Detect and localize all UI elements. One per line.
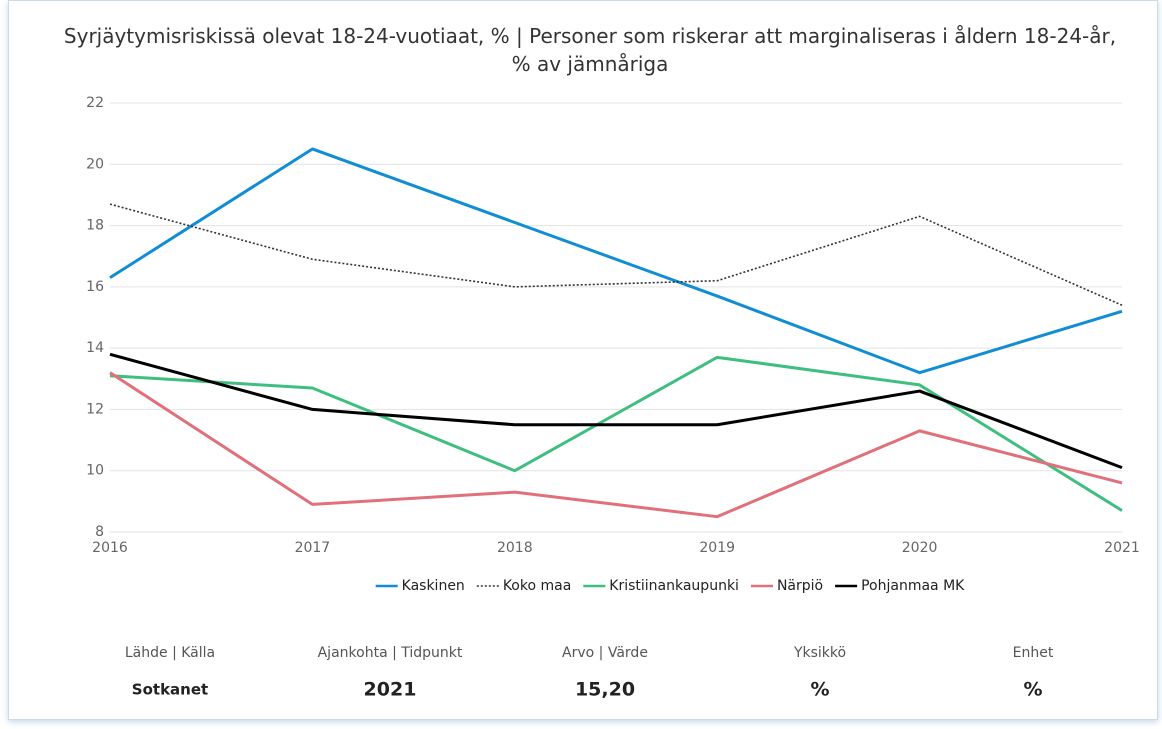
summary-value: 2021 <box>364 679 417 701</box>
x-tick-label: 2017 <box>295 540 331 556</box>
summary-value: Sotkanet <box>132 681 208 699</box>
legend-label: Närpiö <box>777 578 823 594</box>
legend-label: Kristiinankaupunki <box>609 578 739 594</box>
summary-header: Enhet <box>1013 645 1054 661</box>
line-series <box>109 352 1123 470</box>
y-tick-label: 16 <box>86 279 104 295</box>
summary-header: Arvo | Värde <box>562 645 648 661</box>
summary-header: Lähde | Källa <box>125 645 215 661</box>
legend-label: Koko maa <box>503 578 571 594</box>
y-tick-label: 10 <box>86 463 104 479</box>
x-tick-label: 2021 <box>1104 540 1140 556</box>
legend-label: Pohjanmaa MK <box>861 578 965 594</box>
x-tick-label: 2020 <box>902 540 938 556</box>
x-tick-label: 2019 <box>699 540 735 556</box>
summary-header: Ajankohta | Tidpunkt <box>318 645 463 661</box>
summary-header: Yksikkö <box>793 645 846 661</box>
y-tick-label: 12 <box>86 401 104 417</box>
y-tick-label: 14 <box>86 340 104 356</box>
line-series <box>109 203 1123 306</box>
summary-value: % <box>810 679 829 701</box>
x-tick-label: 2016 <box>92 540 128 556</box>
chart-title: Syrjäytymisriskissä olevat 18-24-vuotiaa… <box>63 24 1117 76</box>
y-tick-label: 18 <box>86 218 104 234</box>
summary-value: 15,20 <box>575 679 635 701</box>
y-tick-label: 22 <box>86 95 104 111</box>
y-tick-label: 8 <box>95 524 104 540</box>
line-series <box>109 371 1123 519</box>
legend-label: Kaskinen <box>402 578 465 594</box>
x-tick-label: 2018 <box>497 540 533 556</box>
line-series <box>109 355 1123 512</box>
y-tick-label: 20 <box>86 156 104 172</box>
summary-value: % <box>1023 679 1042 701</box>
line-series <box>109 147 1123 375</box>
